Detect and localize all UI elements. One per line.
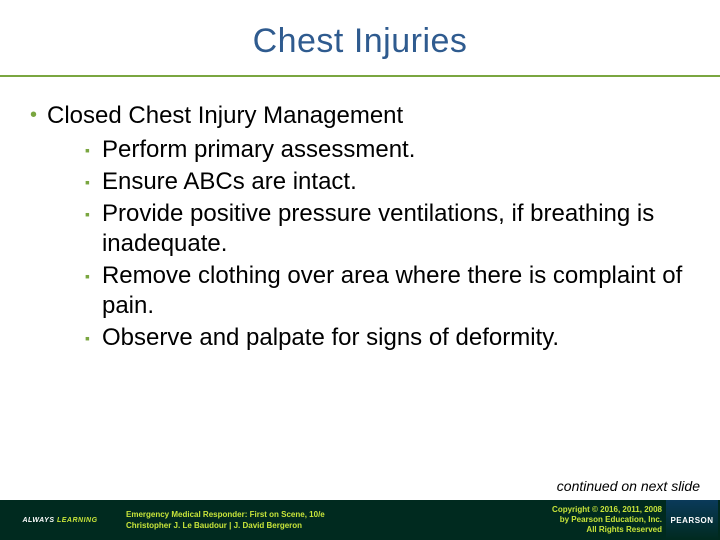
always-learning-text: ALWAYS LEARNING [22,517,97,524]
list-item: ▪ Observe and palpate for signs of defor… [85,323,690,353]
footer-bar: ALWAYS LEARNING Emergency Medical Respon… [0,500,720,540]
book-title-line: Emergency Medical Responder: First on Sc… [126,509,510,520]
copyright-line: by Pearson Education, Inc. [510,515,662,525]
bullet-text: Closed Chest Injury Management [47,101,403,131]
sub-item-text: Remove clothing over area where there is… [102,261,690,321]
list-item: ▪ Ensure ABCs are intact. [85,167,690,197]
slide-title: Chest Injuries [0,22,720,61]
copyright-block: Copyright © 2016, 2011, 2008 by Pearson … [510,505,666,535]
title-area: Chest Injuries [0,0,720,61]
sub-list: ▪ Perform primary assessment. ▪ Ensure A… [85,135,690,353]
book-authors-line: Christopher J. Le Baudour | J. David Ber… [126,520,510,531]
sub-item-text: Ensure ABCs are intact. [102,167,357,197]
footer-book-info: Emergency Medical Responder: First on Sc… [120,509,510,531]
bullet-level1: • Closed Chest Injury Management [30,101,690,131]
content-area: • Closed Chest Injury Management ▪ Perfo… [0,77,720,353]
square-bullet-icon: ▪ [85,199,90,229]
square-bullet-icon: ▪ [85,135,90,165]
copyright-line: All Rights Reserved [510,525,662,535]
pearson-logo: PEARSON [666,500,718,540]
pearson-brand-text: PEARSON [670,516,713,525]
always-learning-badge: ALWAYS LEARNING [0,500,120,540]
sub-item-text: Perform primary assessment. [102,135,415,165]
square-bullet-icon: ▪ [85,261,90,291]
list-item: ▪ Provide positive pressure ventilations… [85,199,690,259]
slide: Chest Injuries • Closed Chest Injury Man… [0,0,720,540]
square-bullet-icon: ▪ [85,167,90,197]
continued-label: continued on next slide [557,478,700,494]
list-item: ▪ Perform primary assessment. [85,135,690,165]
square-bullet-icon: ▪ [85,323,90,353]
bullet-marker: • [30,101,37,129]
sub-item-text: Observe and palpate for signs of deformi… [102,323,559,353]
footer-right: Copyright © 2016, 2011, 2008 by Pearson … [510,500,720,540]
copyright-line: Copyright © 2016, 2011, 2008 [510,505,662,515]
sub-item-text: Provide positive pressure ventilations, … [102,199,690,259]
list-item: ▪ Remove clothing over area where there … [85,261,690,321]
